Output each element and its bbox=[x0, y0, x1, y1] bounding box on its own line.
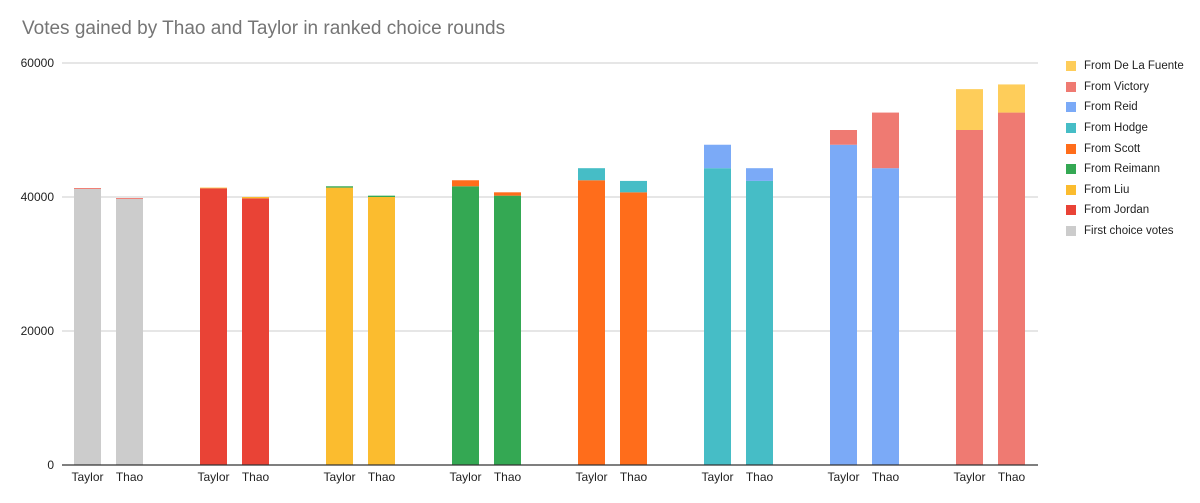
legend-label: From Reimann bbox=[1084, 163, 1161, 176]
legend: From De La Fuente From Victory From Reid Fr… bbox=[1066, 56, 1196, 241]
legend-item: From Scott bbox=[1066, 138, 1196, 159]
x-tick-label: Taylor bbox=[71, 470, 103, 484]
bar-segment bbox=[368, 195, 395, 197]
bar-segment bbox=[578, 180, 605, 465]
bar-segment bbox=[200, 188, 227, 466]
bar-segment bbox=[998, 84, 1025, 113]
x-tick-label: Taylor bbox=[701, 470, 733, 484]
bar-segment bbox=[74, 188, 101, 189]
bar-segment bbox=[956, 130, 983, 465]
x-tick-label: Thao bbox=[998, 470, 1026, 484]
bar-segment bbox=[116, 198, 143, 200]
legend-label: From De La Fuente bbox=[1084, 60, 1184, 73]
y-tick-label: 60000 bbox=[21, 56, 55, 70]
x-tick-label: Thao bbox=[116, 470, 144, 484]
x-tick-label: Thao bbox=[368, 470, 396, 484]
legend-item: From Hodge bbox=[1066, 118, 1196, 139]
bar-segment bbox=[620, 180, 647, 193]
legend-swatch bbox=[1066, 123, 1076, 134]
legend-swatch bbox=[1066, 81, 1076, 92]
bar-segment bbox=[746, 180, 773, 466]
legend-swatch bbox=[1066, 143, 1076, 154]
legend-swatch bbox=[1066, 226, 1076, 237]
bar-segment bbox=[578, 168, 605, 181]
bar-segment bbox=[998, 112, 1025, 465]
bars bbox=[74, 84, 1025, 466]
bar-segment bbox=[326, 187, 353, 465]
legend-item: First choice votes bbox=[1066, 221, 1196, 242]
legend-item: From Reimann bbox=[1066, 159, 1196, 180]
x-tick-label: Taylor bbox=[323, 470, 355, 484]
bar-segment bbox=[872, 112, 899, 169]
legend-item: From Liu bbox=[1066, 180, 1196, 201]
legend-swatch bbox=[1066, 184, 1076, 195]
legend-label: From Hodge bbox=[1084, 122, 1148, 135]
legend-label: From Victory bbox=[1084, 80, 1149, 93]
x-tick-label: Thao bbox=[872, 470, 900, 484]
legend-item: From Victory bbox=[1066, 77, 1196, 98]
x-tick-label: Taylor bbox=[449, 470, 481, 484]
bar-segment bbox=[74, 188, 101, 465]
bar-segment bbox=[494, 192, 521, 196]
x-tick-label: Thao bbox=[746, 470, 774, 484]
bar-segment bbox=[368, 197, 395, 465]
legend-label: From Jordan bbox=[1084, 204, 1150, 217]
legend-label: From Scott bbox=[1084, 142, 1141, 155]
chart-title: Votes gained by Thao and Taylor in ranke… bbox=[22, 18, 506, 39]
bar-segment bbox=[494, 195, 521, 465]
legend-item: From Reid bbox=[1066, 97, 1196, 118]
x-tick-label: Thao bbox=[620, 470, 648, 484]
bar-segment bbox=[956, 89, 983, 130]
x-tick-label: Taylor bbox=[575, 470, 607, 484]
bar-segment bbox=[200, 187, 227, 189]
x-tick-label: Taylor bbox=[953, 470, 985, 484]
bar-segment bbox=[242, 198, 269, 465]
legend-label: From Reid bbox=[1084, 101, 1138, 114]
x-axis: Taylor Thao Taylor Thao Taylor Thao Taylor Thao… bbox=[62, 464, 1038, 484]
y-tick-label: 20000 bbox=[21, 324, 55, 338]
bar-segment bbox=[116, 199, 143, 465]
legend-swatch bbox=[1066, 102, 1076, 113]
x-tick-label: Taylor bbox=[827, 470, 859, 484]
legend-swatch bbox=[1066, 205, 1076, 216]
legend-label: First choice votes bbox=[1084, 225, 1174, 238]
bar-segment bbox=[746, 168, 773, 181]
bar-segment bbox=[242, 197, 269, 199]
bar-segment bbox=[620, 192, 647, 465]
x-tick-label: Thao bbox=[242, 470, 270, 484]
y-tick-label: 0 bbox=[47, 458, 54, 472]
legend-item: From De La Fuente bbox=[1066, 56, 1196, 77]
legend-label: From Liu bbox=[1084, 183, 1130, 196]
bar-segment bbox=[872, 168, 899, 465]
legend-item: From Jordan bbox=[1066, 200, 1196, 221]
bar-segment bbox=[704, 144, 731, 169]
legend-swatch bbox=[1066, 164, 1076, 175]
y-tick-label: 40000 bbox=[21, 190, 55, 204]
bar-segment bbox=[830, 144, 857, 466]
x-tick-label: Thao bbox=[494, 470, 522, 484]
bar-segment bbox=[452, 180, 479, 187]
x-tick-label: Taylor bbox=[197, 470, 229, 484]
bar-segment bbox=[704, 168, 731, 465]
bar-segment bbox=[326, 186, 353, 188]
legend-swatch bbox=[1066, 61, 1076, 72]
bar-segment bbox=[830, 130, 857, 145]
bar-segment bbox=[452, 186, 479, 465]
y-axis: 0 20000 40000 60000 bbox=[21, 56, 55, 472]
